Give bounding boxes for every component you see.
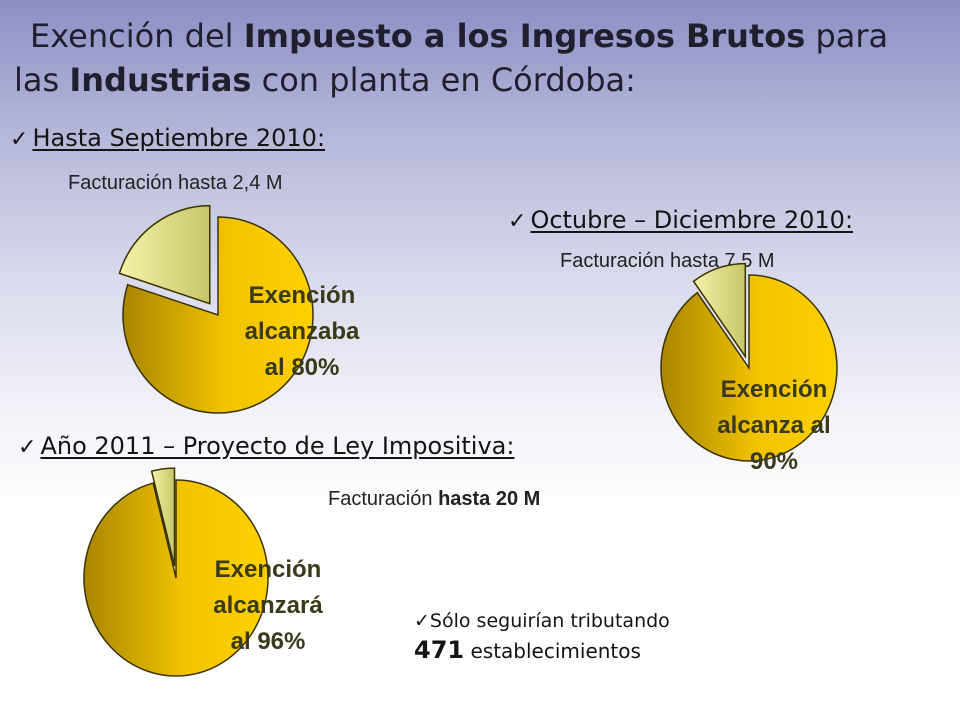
facturacion-bold: hasta 20 M — [438, 488, 541, 510]
pie-slice-remaining — [150, 467, 176, 567]
check-icon: ✓ — [10, 127, 29, 152]
note-number: 471 — [414, 636, 465, 664]
pie-label-line: alcanzaba — [244, 318, 360, 345]
pie-label-line: alcanzará — [213, 592, 323, 619]
pie-label-line: Exención — [248, 282, 356, 309]
pie-chart-oct-dic-2010 — [660, 262, 838, 462]
check-icon: ✓ — [18, 435, 37, 460]
section-heading-oct-dic-2010: ✓ Octubre – Diciembre 2010: — [508, 206, 853, 234]
note-line2: establecimientos — [464, 639, 641, 663]
facturacion-label: Facturación hasta 20 M — [328, 488, 540, 511]
pie-label-line: al 80% — [264, 354, 340, 381]
pie-label-sept-2010: Exención alcanzaba al 80% — [212, 278, 392, 386]
pie-slice-remaining — [118, 204, 211, 305]
heading-text: Octubre – Diciembre 2010: — [530, 206, 854, 234]
pie-slice-exencion — [660, 274, 838, 462]
title-bold-text: Impuesto a los Ingresos Brutos — [243, 17, 806, 55]
section-heading-sept-2010: ✓ Hasta Septiembre 2010: — [10, 124, 325, 152]
check-icon: ✓ — [414, 610, 430, 632]
pie-label-line: 90% — [749, 448, 799, 475]
section-heading-2011: ✓ Año 2011 – Proyecto de Ley Impositiva: — [18, 432, 514, 460]
facturacion-text: Facturación — [328, 488, 439, 510]
title-text: las — [14, 61, 70, 99]
pie-label-line: Exención — [720, 376, 828, 403]
pie-label-line: alcanza al — [717, 412, 831, 439]
title-text: para — [805, 17, 889, 55]
pie-label-oct-dic-2010: Exención alcanza al 90% — [684, 372, 864, 480]
pie-slice-remaining — [692, 262, 747, 360]
note-establecimientos: ✓Sólo seguirían tributando 471 estableci… — [414, 610, 670, 664]
page-title: Exención del Impuesto a los Ingresos Bru… — [14, 14, 944, 102]
note-line1: Sólo seguirían tributando — [429, 610, 670, 632]
title-text: con planta en Córdoba: — [251, 61, 636, 99]
pie-slice-exencion — [122, 216, 314, 414]
title-text: Exención del — [30, 17, 244, 55]
pie-label-line: Exención — [214, 556, 322, 583]
facturacion-text: Facturación hasta 2,4 M — [68, 172, 283, 194]
title-bold-text: Industrias — [69, 61, 252, 99]
pie-slice-exencion — [83, 479, 269, 677]
check-icon: ✓ — [508, 209, 527, 234]
pie-label-line: al 96% — [230, 628, 306, 655]
facturacion-label: Facturación hasta 2,4 M — [68, 172, 283, 195]
pie-chart-sept-2010 — [118, 204, 314, 414]
heading-text: Hasta Septiembre 2010: — [32, 124, 326, 152]
heading-text: Año 2011 – Proyecto de Ley Impositiva: — [40, 432, 515, 460]
pie-chart-2011 — [83, 467, 269, 677]
pie-label-2011: Exención alcanzará al 96% — [178, 552, 358, 660]
